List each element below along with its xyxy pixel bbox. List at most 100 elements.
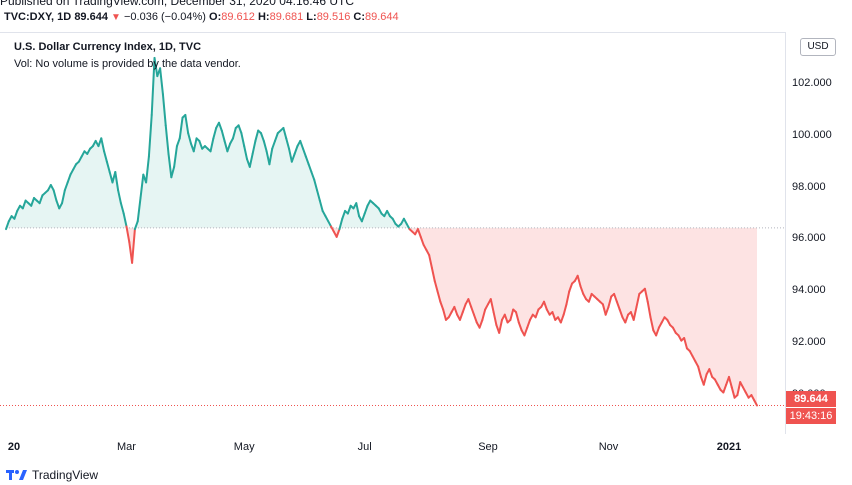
series-segment (125, 225, 131, 244)
high-value: 89.681 (269, 11, 304, 23)
series-segment (223, 139, 229, 153)
series-segment (632, 305, 638, 321)
series-segment (231, 126, 237, 140)
currency-button[interactable]: USD (800, 38, 836, 56)
series-segment (52, 189, 58, 202)
series-segment (730, 386, 736, 399)
series-segment (430, 267, 436, 282)
series-segment (131, 228, 136, 264)
series-segment (248, 152, 254, 168)
series-segment (114, 171, 120, 192)
series-segment (543, 300, 548, 311)
series-segment (313, 178, 319, 192)
x-tick-label: Nov (598, 441, 619, 453)
series-segment (615, 300, 621, 311)
series-segment (727, 375, 733, 389)
series-segment (492, 311, 498, 327)
footer-brand[interactable]: TradingView (32, 468, 99, 482)
series-segment (288, 147, 293, 163)
symbol-label: TVC:DXY, 1D (4, 11, 72, 23)
series-segment (122, 212, 128, 228)
series-segment (517, 321, 523, 332)
series-segment (66, 173, 72, 184)
series-segment (220, 129, 226, 142)
series-segment (498, 318, 503, 334)
series-segment (433, 279, 439, 293)
series-segment (170, 165, 176, 179)
series-segment (293, 145, 299, 155)
series-segment (416, 228, 422, 238)
x-tick-label: Jul (357, 441, 372, 453)
chart-header: Published on TradingView.com, December 3… (0, 0, 852, 32)
series-segment (618, 308, 624, 319)
series-segment (262, 139, 268, 153)
series-segment (310, 171, 316, 181)
series-segment (649, 316, 655, 332)
series-segment (436, 290, 442, 303)
series-segment (472, 313, 478, 324)
published-note: Published on TradingView.com, December 3… (0, 0, 354, 8)
tradingview-logo-icon[interactable] (6, 468, 28, 482)
series-segment (736, 381, 742, 397)
series-segment (453, 305, 459, 316)
series-segment (481, 308, 487, 321)
series-segment (13, 209, 19, 220)
series-segment (587, 292, 593, 303)
series-segment (568, 282, 574, 293)
series-segment (290, 152, 296, 163)
series-segment (139, 173, 145, 199)
series-segment (576, 274, 582, 288)
down-arrow-icon: ▼ (111, 12, 121, 23)
series-segment (624, 313, 630, 324)
series-segment (702, 373, 708, 386)
series-segment (428, 254, 433, 270)
close-value: 89.644 (365, 11, 399, 23)
series-segment (254, 129, 260, 142)
series-segment (161, 93, 167, 127)
y-tick-label: 100.000 (792, 128, 832, 141)
series-segment (63, 181, 69, 192)
series-segment (470, 305, 475, 316)
plot-area[interactable] (0, 32, 786, 434)
series-segment (341, 209, 347, 220)
x-tick-label: Mar (117, 441, 136, 453)
series-segment (335, 228, 341, 238)
series-segment (526, 318, 532, 329)
series-segment (683, 337, 688, 350)
series-segment (708, 368, 714, 378)
series-segment (613, 292, 618, 303)
last-price: 89.644 (74, 11, 108, 23)
series-segment (655, 326, 660, 337)
series-segment (503, 313, 509, 324)
series-segment (442, 308, 447, 321)
series-segment (192, 137, 198, 153)
series-segment (515, 311, 520, 324)
series-segment (38, 194, 44, 205)
open-label: O: (209, 11, 222, 23)
series-segment (100, 137, 106, 153)
x-tick-label: 2021 (716, 441, 742, 453)
series-segment (184, 113, 190, 135)
series-segment (164, 124, 170, 155)
series-segment (145, 155, 150, 184)
series-segment (478, 318, 484, 329)
series-segment (105, 160, 111, 174)
volume-note: Vol: No volume is provided by the data v… (14, 58, 241, 70)
series-segment (282, 126, 288, 140)
series-segment (304, 155, 310, 166)
low-label: L: (306, 11, 317, 23)
series-segment (30, 196, 36, 207)
series-segment (562, 303, 568, 316)
series-segment (243, 145, 248, 161)
series-segment (173, 145, 178, 168)
series-segment (217, 121, 223, 132)
series-segment (178, 116, 184, 140)
series-segment (559, 313, 565, 324)
series-segment (302, 147, 307, 158)
series-segment (534, 308, 540, 319)
price-chart[interactable] (0, 32, 786, 434)
y-tick-label: 98.000 (792, 180, 826, 193)
last-price-badge: 89.644 (786, 391, 836, 407)
series-segment (565, 290, 571, 306)
y-tick-label: 102.000 (792, 76, 832, 89)
